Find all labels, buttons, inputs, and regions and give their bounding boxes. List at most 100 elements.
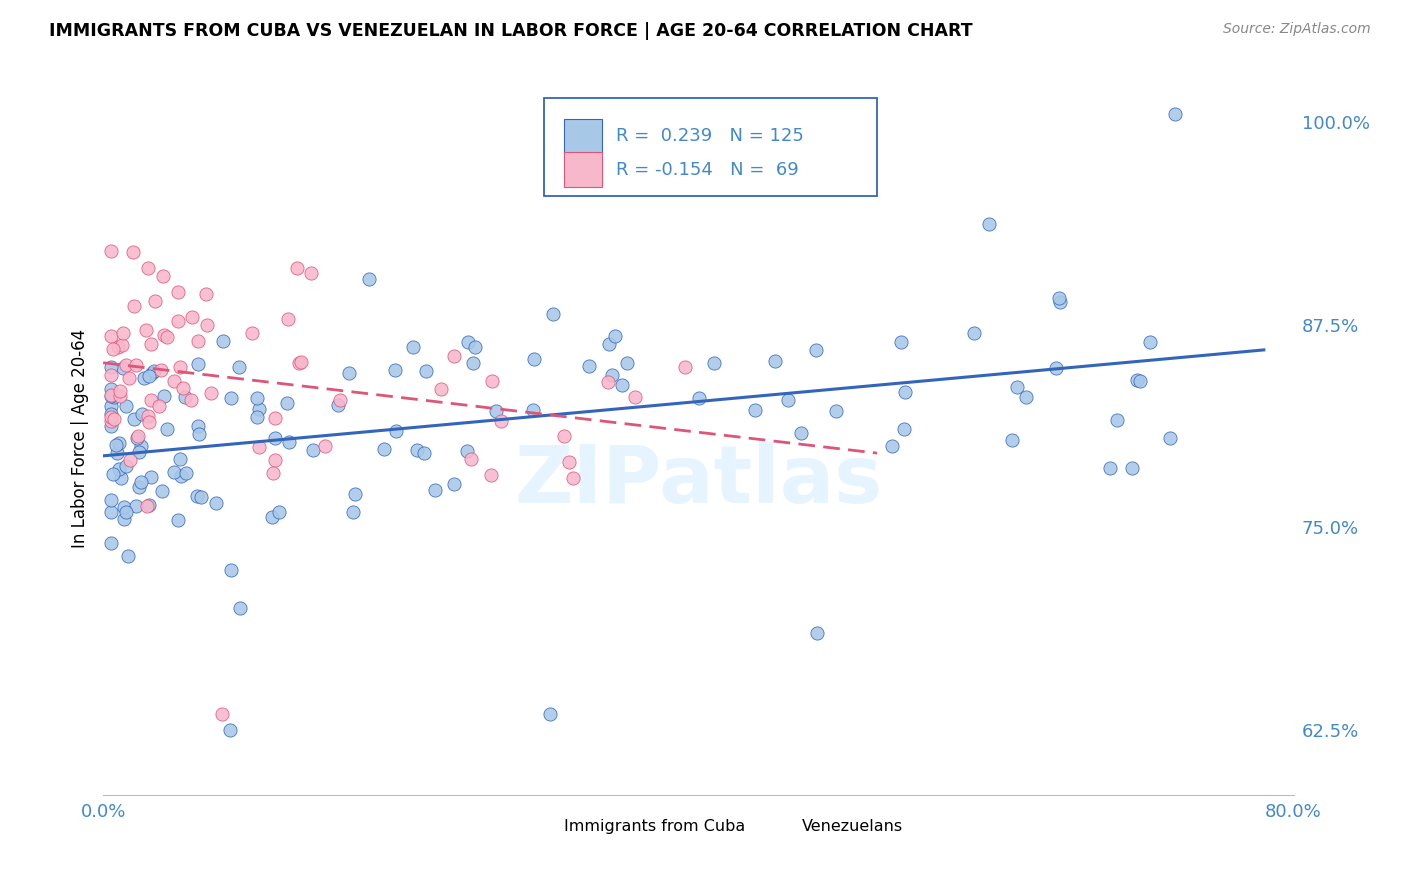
Point: [269, 505, 291, 519]
Point: [430, 382, 453, 396]
Point: [221, 563, 243, 577]
Point: [118, 371, 141, 385]
Point: [136, 409, 159, 424]
Point: [118, 453, 141, 467]
Point: [100, 368, 122, 383]
Point: [339, 366, 361, 380]
Point: [127, 429, 149, 443]
Point: [163, 374, 186, 388]
Point: [100, 493, 122, 508]
Point: [481, 374, 503, 388]
Point: [557, 455, 579, 469]
Point: [107, 462, 129, 476]
Point: [169, 452, 191, 467]
Point: [246, 410, 269, 425]
Point: [100, 409, 122, 424]
Point: [262, 466, 284, 480]
Point: [405, 443, 427, 458]
Point: [150, 363, 173, 377]
Point: [128, 444, 150, 458]
Y-axis label: In Labor Force | Age 20-64: In Labor Force | Age 20-64: [72, 329, 89, 548]
Point: [703, 356, 725, 370]
Point: [894, 384, 917, 399]
Point: [523, 351, 546, 366]
Point: [1163, 107, 1185, 121]
Point: [169, 468, 191, 483]
Text: Source: ZipAtlas.com: Source: ZipAtlas.com: [1223, 22, 1371, 37]
Point: [166, 285, 188, 300]
Point: [108, 384, 131, 399]
Point: [260, 510, 283, 524]
Point: [673, 360, 696, 375]
Point: [443, 349, 465, 363]
Point: [489, 414, 512, 428]
Point: [457, 335, 479, 350]
Point: [301, 442, 323, 457]
Point: [101, 467, 124, 481]
Point: [229, 601, 252, 615]
Point: [205, 496, 228, 510]
Point: [443, 476, 465, 491]
Point: [688, 391, 710, 405]
Point: [744, 403, 766, 417]
Point: [481, 467, 503, 482]
Point: [172, 381, 194, 395]
Point: [100, 419, 122, 434]
Point: [150, 483, 173, 498]
Point: [357, 272, 380, 286]
Point: [538, 706, 561, 721]
Point: [129, 438, 152, 452]
Point: [299, 266, 322, 280]
FancyBboxPatch shape: [564, 153, 602, 186]
Point: [616, 356, 638, 370]
Point: [129, 475, 152, 490]
Point: [1047, 291, 1070, 305]
Point: [1049, 294, 1071, 309]
Point: [598, 337, 620, 351]
Point: [1107, 413, 1129, 427]
Point: [824, 404, 846, 418]
Point: [111, 337, 134, 351]
Point: [100, 535, 122, 549]
Point: [100, 382, 122, 396]
Point: [138, 498, 160, 512]
Point: [413, 446, 436, 460]
Point: [152, 269, 174, 284]
Point: [228, 359, 250, 374]
Point: [610, 377, 633, 392]
Point: [977, 217, 1000, 231]
Point: [195, 287, 218, 301]
Point: [384, 362, 406, 376]
Point: [100, 360, 122, 375]
Point: [288, 356, 311, 370]
Point: [100, 244, 122, 258]
Point: [139, 470, 162, 484]
Point: [136, 499, 159, 513]
Point: [218, 723, 240, 737]
Point: [127, 431, 149, 445]
Point: [187, 357, 209, 371]
Point: [247, 402, 270, 417]
Point: [186, 334, 208, 348]
Point: [240, 326, 263, 340]
Text: IMMIGRANTS FROM CUBA VS VENEZUELAN IN LABOR FORCE | AGE 20-64 CORRELATION CHART: IMMIGRANTS FROM CUBA VS VENEZUELAN IN LA…: [49, 22, 973, 40]
Point: [1098, 460, 1121, 475]
Point: [128, 480, 150, 494]
Point: [1001, 433, 1024, 447]
Point: [1045, 361, 1067, 376]
Point: [342, 505, 364, 519]
Point: [276, 396, 298, 410]
Point: [122, 245, 145, 260]
Point: [169, 360, 191, 375]
Point: [138, 369, 160, 384]
Point: [112, 512, 135, 526]
Point: [139, 392, 162, 407]
Point: [124, 412, 146, 426]
Text: ZIPatlas: ZIPatlas: [515, 442, 883, 520]
Point: [541, 307, 564, 321]
Point: [138, 416, 160, 430]
Point: [100, 414, 122, 428]
Point: [1015, 390, 1038, 404]
Point: [553, 429, 575, 443]
Point: [143, 364, 166, 378]
